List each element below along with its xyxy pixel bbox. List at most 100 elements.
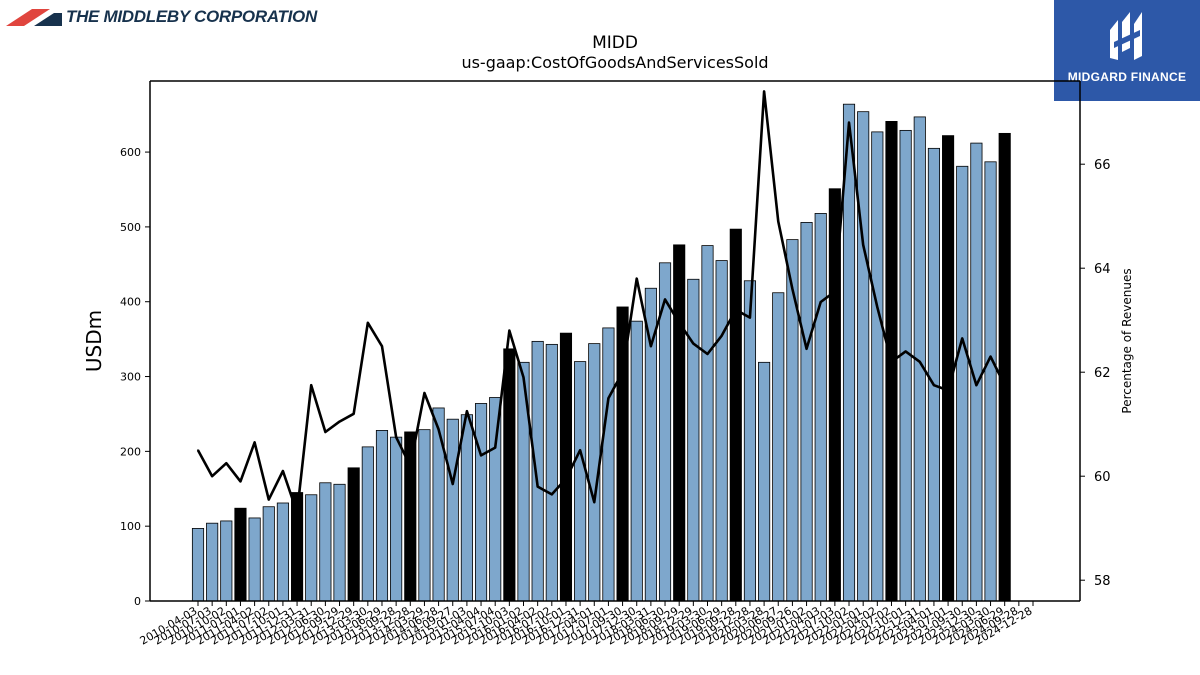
percentage-point (848, 121, 850, 124)
y2-tick-label: 66 (1094, 158, 1111, 173)
percentage-line (196, 90, 1006, 514)
quarter-bar (262, 506, 275, 602)
percentage-point (862, 243, 865, 246)
quarter-bar (927, 147, 940, 602)
percentage-point (579, 449, 582, 452)
quarter-bar (418, 429, 431, 602)
percentage-point (749, 316, 751, 319)
percentage-point (381, 345, 383, 348)
y-tick-label: 500 (120, 221, 141, 234)
percentage-point (833, 290, 836, 293)
percentage-point (423, 392, 426, 394)
quarter-bar (899, 129, 912, 602)
quarter-bar (758, 361, 771, 602)
quarter-bar (474, 403, 488, 602)
quarter-bar (800, 222, 813, 602)
y-tick-label: 600 (120, 146, 141, 159)
company-logo-text: THE MIDDLEBY CORPORATION (66, 7, 317, 26)
percentage-point (692, 342, 695, 345)
company-logo-mark (6, 9, 62, 26)
percentage-point (409, 464, 412, 467)
annual-bar (729, 228, 742, 602)
percentage-point (706, 353, 709, 355)
percentage-point (876, 306, 879, 309)
percentage-point (720, 334, 723, 337)
quarter-bar (305, 494, 318, 602)
percentage-point (480, 454, 482, 457)
percentage-point (763, 90, 765, 93)
percentage-point (536, 485, 539, 488)
percentage-point (890, 360, 893, 363)
percentage-point (607, 397, 610, 400)
percentage-point (508, 329, 511, 332)
quarter-bar (446, 418, 459, 602)
percentage-point (805, 347, 808, 350)
percentage-point (437, 428, 440, 431)
y-tick-label: 300 (120, 371, 141, 384)
percentage-point (678, 321, 681, 324)
percentage-point (466, 410, 468, 413)
quarter-bar (460, 414, 473, 602)
quarter-bar (489, 397, 502, 602)
percentage-point (522, 376, 525, 379)
percentage-point (975, 384, 978, 387)
percentage-point (734, 308, 737, 311)
quarter-bar (743, 280, 757, 602)
quarter-bar (375, 430, 389, 602)
quarter-bar (630, 320, 643, 602)
percentage-point (621, 371, 624, 374)
percentage-point (649, 345, 652, 348)
annual-bar (503, 348, 516, 602)
chart-title: MIDD (592, 33, 638, 53)
percentage-point (904, 350, 907, 353)
percentage-point (451, 483, 454, 485)
percentage-point (296, 511, 298, 514)
percentage-point (918, 360, 921, 363)
company-logo: THE MIDDLEBY CORPORATION (6, 4, 317, 30)
percentage-point (267, 498, 270, 501)
y-tick-label: 100 (120, 520, 141, 533)
percentage-point (933, 384, 935, 387)
quarter-bar (361, 446, 374, 602)
y2-tick-label: 62 (1094, 366, 1111, 381)
quarter-bar (857, 111, 870, 602)
percentage-point (225, 462, 228, 465)
quarter-bar (871, 131, 884, 602)
percentage-point (395, 436, 398, 439)
percentage-point (366, 321, 369, 324)
percentage-point (1003, 384, 1006, 387)
y2-tick-label: 58 (1094, 574, 1111, 589)
quarter-bar (319, 482, 332, 602)
quarter-bar (333, 483, 346, 602)
y-tick-label: 400 (120, 296, 141, 309)
percentage-point (947, 389, 949, 392)
percentage-point (819, 301, 822, 303)
percentage-point (338, 420, 341, 423)
y-tick-label: 200 (120, 445, 141, 458)
quarter-bar (220, 520, 233, 602)
percentage-point (253, 441, 256, 444)
quarter-bar (956, 165, 969, 602)
annual-bar (559, 332, 573, 602)
annual-bar (234, 507, 247, 602)
quarter-bar (248, 517, 261, 602)
percentage-point (494, 446, 497, 449)
percentage-point (310, 384, 313, 387)
percentage-point (211, 475, 214, 478)
quarter-bar (545, 343, 558, 602)
y2-axis-label: Percentage of Revenues (1120, 268, 1134, 413)
percentage-point (197, 449, 199, 452)
percentage-point (635, 277, 638, 280)
percentage-point (791, 288, 794, 290)
percentage-point (989, 355, 992, 358)
quarter-bar (984, 161, 997, 602)
y2-tick-label: 60 (1094, 470, 1111, 485)
quarter-bar (687, 278, 700, 602)
annual-bar (347, 467, 360, 602)
y-axis-label: USDm (82, 310, 106, 372)
quarter-bar (574, 361, 587, 602)
quarter-bar (772, 292, 785, 602)
percentage-point (352, 412, 355, 415)
partner-logo-mark (1110, 12, 1142, 60)
